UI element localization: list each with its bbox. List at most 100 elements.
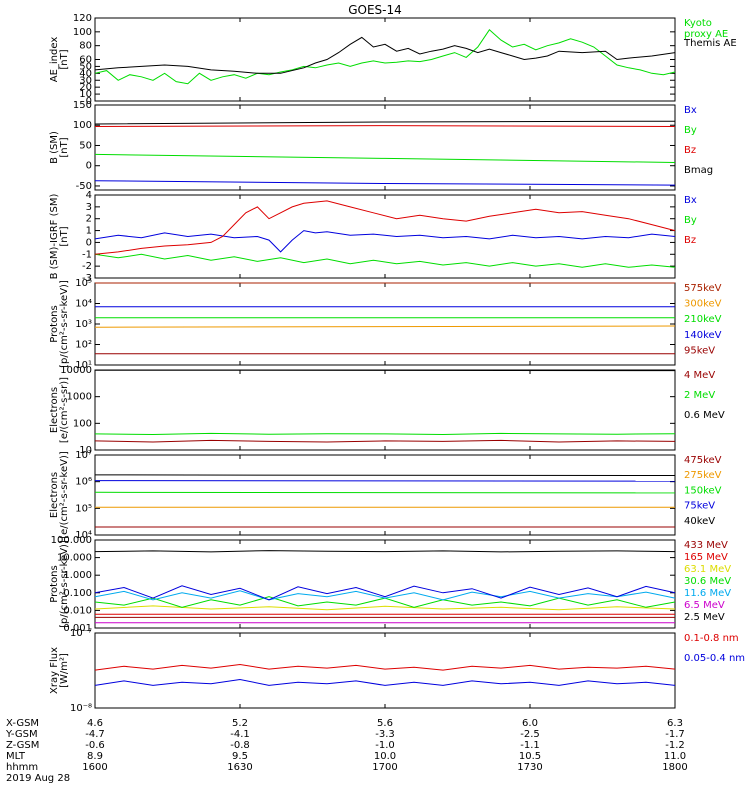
x-row-value: -1.0 — [375, 740, 395, 751]
y-axis-label: [nT] — [59, 226, 70, 246]
y-tick-label: 20 — [79, 82, 92, 93]
series-line-2 MeV — [94, 432, 676, 436]
legend-entry: Bz — [684, 235, 696, 246]
y-tick-label: 0 — [86, 96, 92, 107]
series-line-Bmag — [94, 120, 676, 125]
series-line-By — [94, 253, 676, 268]
x-row-value: -4.1 — [230, 729, 250, 740]
series-line-75keV — [94, 480, 676, 482]
series-line-Bz — [94, 125, 676, 127]
legend-entry: 40keV — [684, 516, 715, 527]
legend-entry: 6.5 MeV — [684, 600, 725, 611]
y-tick-label: 0.001 — [63, 623, 92, 634]
y-tick-label: -2 — [82, 261, 92, 272]
legend-entry: Themis AE — [683, 38, 737, 49]
x-row-value: 10.0 — [374, 751, 396, 762]
legend-entry: 4 MeV — [684, 370, 715, 381]
y-tick-label: 100 — [73, 418, 92, 429]
y-tick-label: 10³ — [75, 319, 92, 330]
x-row-label: MLT — [6, 751, 26, 762]
y-tick-label: 10.000 — [57, 553, 92, 564]
y-axis-label: Protons — [49, 565, 60, 602]
y-tick-label: 10⁶ — [75, 477, 92, 488]
y-axis-label: Xray Flux — [49, 647, 60, 694]
legend-entry: 165 MeV — [684, 552, 728, 563]
series-line-4 MeV — [94, 439, 676, 443]
legend-entry: 575keV — [684, 283, 722, 294]
x-row-value: -0.6 — [85, 740, 105, 751]
y-tick-label: 10⁴ — [75, 299, 92, 310]
x-row-value: 1800 — [662, 762, 687, 773]
series-line-Bz — [94, 200, 676, 255]
y-axis-label: [p/(cm²-s-sr-keV)] — [59, 540, 70, 628]
panel-frame — [94, 369, 676, 451]
legend-entry: 210keV — [684, 314, 722, 325]
x-row-value: -1.1 — [520, 740, 540, 751]
y-tick-label: 10 — [79, 89, 92, 100]
panel-frame — [94, 282, 676, 366]
legend-entry: 433 MeV — [684, 540, 728, 551]
y-tick-label: 60 — [79, 55, 92, 66]
y-axis-label: [nT] — [59, 137, 70, 157]
x-row-label: Y-GSM — [5, 729, 38, 740]
panel-xray: 10⁻⁷ 10⁻⁸ Xray Flux [W/m²] 0.1-0.8 nm 0.05-0.… — [49, 628, 745, 714]
y-tick-label: 1000 — [67, 392, 92, 403]
y-axis-label: AE_index — [49, 37, 60, 83]
legend-entry: 95keV — [684, 345, 715, 356]
legend-entry: 150keV — [684, 485, 722, 496]
y-tick-label: 10⁴ — [75, 530, 92, 541]
x-row-value: 6.0 — [522, 718, 538, 729]
legend-entry: Bx — [684, 105, 697, 116]
y-tick-label: 10⁵ — [75, 278, 92, 289]
y-tick-label: 2 — [86, 214, 92, 225]
y-axis-label: [e/(cm²-s-sr)] — [59, 377, 70, 443]
legend-entry: 75keV — [684, 501, 715, 512]
x-row-value: 1600 — [82, 762, 107, 773]
x-row-value: 11.0 — [664, 751, 686, 762]
panel-frame — [94, 194, 676, 279]
x-row-value: 8.9 — [87, 751, 103, 762]
series-line-150keV — [94, 491, 676, 494]
x-row-value: -0.8 — [230, 740, 250, 751]
legend-entry: 0.1-0.8 nm — [684, 633, 739, 644]
x-row-value: 5.2 — [232, 718, 248, 729]
y-tick-label: 3 — [86, 202, 92, 213]
series-line-Bx — [94, 230, 676, 253]
series-line-63.1 MeV — [94, 605, 676, 611]
y-tick-label: 10⁻⁷ — [70, 628, 92, 639]
series-line-By — [94, 153, 676, 163]
x-row-value: 4.6 — [87, 718, 103, 729]
y-tick-label: -1 — [82, 249, 92, 260]
panel-protons_low: 10¹ 10² 10³ 10⁴ 10⁵ Protons [p/(cm²-s-sr-keV)]… — [49, 278, 722, 371]
y-axis-label: Electrons — [49, 472, 60, 518]
series-line-Themis AE — [94, 36, 676, 74]
x-row-value: -4.7 — [85, 729, 105, 740]
x-row-value: -2.5 — [520, 729, 540, 740]
x-row-value: -1.2 — [665, 740, 685, 751]
x-row-label: Z-GSM — [6, 740, 39, 751]
x-row-value: 10.5 — [519, 751, 541, 762]
legend-entry: 2 MeV — [684, 390, 715, 401]
x-row-label: X-GSM — [6, 718, 39, 729]
y-tick-label: 120 — [73, 13, 92, 24]
legend-entry: 0.6 MeV — [684, 410, 725, 421]
legend-entry: Kyoto — [684, 18, 712, 29]
y-tick-label: 100.000 — [51, 535, 92, 546]
x-row-label: hhmm — [6, 762, 38, 773]
y-tick-label: -3 — [82, 273, 92, 284]
y-tick-label: 30 — [79, 75, 92, 86]
y-axis-label: [e/(cm²-s-sr-keV)] — [59, 451, 70, 539]
y-axis-label: [p/(cm²-s-sr-keV)] — [59, 280, 70, 368]
series-line-0.05-0.4 nm — [94, 678, 676, 686]
legend-entry: 63.1 MeV — [684, 564, 731, 575]
y-tick-label: 4 — [86, 190, 92, 201]
legend-entry: 275keV — [684, 470, 722, 481]
y-tick-label: 10¹ — [75, 360, 92, 371]
x-row-value: 6.3 — [667, 718, 683, 729]
y-axis-label: [W/m²] — [59, 653, 70, 688]
panel-frame — [94, 104, 676, 191]
y-axis-label: Protons — [49, 305, 60, 342]
legend-entry: By — [684, 125, 697, 136]
